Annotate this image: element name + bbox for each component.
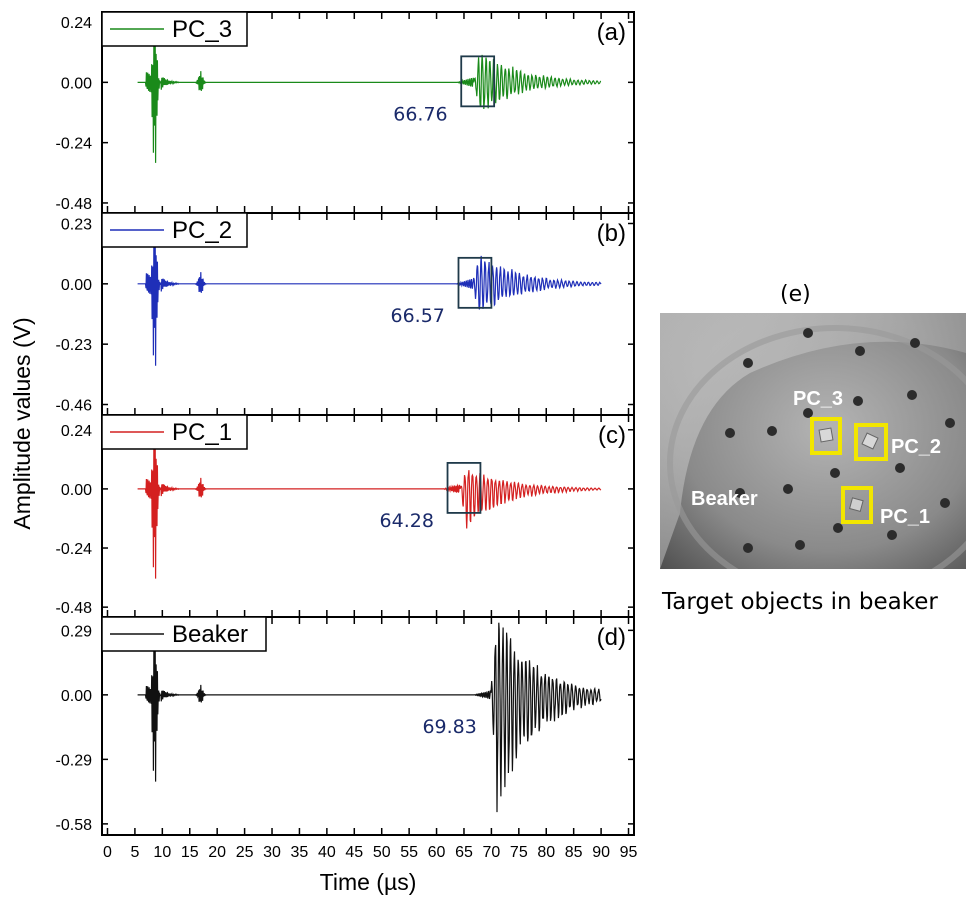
panel-label: (d) — [597, 624, 626, 651]
y-tick-label: -0.46 — [56, 398, 93, 415]
y-tick-label: -0.24 — [56, 541, 93, 558]
bottom-hole — [725, 428, 735, 438]
x-tick-label: 80 — [537, 844, 555, 861]
x-tick-label: 45 — [345, 844, 363, 861]
x-axis-title: Time (µs) — [320, 869, 417, 895]
y-tick-label: -0.48 — [56, 196, 93, 213]
pc3-photo-label: PC_3 — [793, 388, 843, 410]
bottom-hole — [940, 498, 950, 508]
panel-label: (a) — [597, 19, 626, 46]
chart-panel-4: 0.29 0.00 -0.29 -0.58 Beaker (d) 69.83 — [56, 616, 635, 836]
x-tick-label: 95 — [620, 844, 638, 861]
bottom-hole — [783, 484, 793, 494]
bottom-hole — [910, 338, 920, 348]
x-tick-label: 5 — [130, 844, 139, 861]
x-tick-label: 0 — [103, 844, 112, 861]
x-tick-label: 35 — [291, 844, 309, 861]
x-tick-label: 90 — [592, 844, 610, 861]
legend-label: PC_3 — [172, 16, 232, 43]
y-tick-label: 0.24 — [61, 423, 92, 440]
x-tick-label: 65 — [455, 844, 473, 861]
x-tick-label: 20 — [208, 844, 226, 861]
y-tick-label: -0.29 — [56, 752, 93, 769]
pc2-highlight-box — [854, 423, 888, 461]
pc1-highlight-box — [841, 486, 873, 524]
legend-label: PC_1 — [172, 419, 232, 446]
x-tick-label: 30 — [263, 844, 281, 861]
beaker-bottom-holes — [725, 328, 955, 553]
onset-time-annotation: 66.57 — [390, 305, 444, 327]
waveform-chart-figure: 0.24 0.00 -0.24 -0.48 PC_3 (a) 66.76 0.23 0.00 -0… — [9, 11, 638, 895]
y-tick-label: 0.29 — [61, 623, 92, 640]
bottom-hole — [767, 426, 777, 436]
bottom-hole — [795, 540, 805, 550]
pc3-object — [818, 427, 834, 443]
y-tick-label: 0.00 — [61, 277, 92, 294]
x-tick-label: 50 — [373, 844, 391, 861]
bottom-hole — [743, 358, 753, 368]
pc2-object — [861, 432, 879, 450]
series-line-pc_3 — [137, 29, 602, 163]
bottom-hole — [855, 346, 865, 356]
onset-highlight-box — [457, 256, 493, 309]
bottom-hole — [743, 543, 753, 553]
plot-frame — [101, 616, 635, 836]
y-tick-label: 0.24 — [61, 15, 92, 32]
x-tick-label: 25 — [236, 844, 254, 861]
onset-highlight-box — [460, 55, 496, 108]
y-tick-label: -0.48 — [56, 600, 93, 617]
onset-time-annotation: 66.76 — [393, 103, 447, 125]
bottom-hole — [895, 463, 905, 473]
y-tick-label: -0.23 — [56, 337, 93, 354]
y-tick-label: 0.00 — [61, 75, 92, 92]
y-tick-label: 0.00 — [61, 688, 92, 705]
x-tick-label: 85 — [565, 844, 583, 861]
pc3-highlight-box — [810, 417, 842, 455]
pc1-photo-label: PC_1 — [880, 506, 930, 528]
pc2-photo-label: PC_2 — [891, 436, 941, 458]
bottom-hole — [853, 396, 863, 406]
chart-panel-3: 0.24 0.00 -0.24 -0.48 PC_1 (c) 64.28 — [56, 414, 635, 618]
y-tick-label: -0.24 — [56, 136, 93, 153]
bottom-hole — [830, 468, 840, 478]
y-tick-label: 0.23 — [61, 216, 92, 233]
legend-label: Beaker — [172, 621, 248, 648]
x-tick-label: 75 — [510, 844, 528, 861]
onset-time-annotation: 69.83 — [422, 716, 476, 738]
x-tick-label: 55 — [400, 844, 418, 861]
bottom-hole — [887, 530, 897, 540]
bottom-hole — [803, 328, 813, 338]
panel-label: (c) — [598, 422, 626, 449]
photo-caption: Target objects in beaker — [662, 589, 938, 615]
y-tick-label: -0.58 — [56, 817, 93, 834]
onset-time-annotation: 64.28 — [380, 510, 434, 532]
x-tick-label: 40 — [318, 844, 336, 861]
pc1-object — [849, 497, 864, 512]
x-tick-label: 70 — [483, 844, 501, 861]
legend-label: PC_2 — [172, 217, 232, 244]
series-line-pc_2 — [137, 231, 602, 366]
beaker-wall — [667, 325, 966, 569]
bottom-hole — [833, 523, 843, 533]
target-objects — [818, 427, 879, 512]
y-tick-label: 0.00 — [61, 482, 92, 499]
beaker-rim — [660, 313, 966, 569]
y-axis-title: Amplitude values (V) — [9, 317, 35, 529]
beaker-photo-label: Beaker — [691, 488, 758, 510]
chart-panel-1: 0.24 0.00 -0.24 -0.48 PC_3 (a) 66.76 — [56, 11, 635, 214]
series-line-pc_1 — [137, 432, 602, 579]
bottom-hole — [803, 408, 813, 418]
bottom-hole — [907, 390, 917, 400]
x-tick-label: 10 — [153, 844, 171, 861]
panel-e-label: (e) — [780, 282, 811, 307]
bottom-hole — [945, 418, 955, 428]
chart-panel-2: 0.23 0.00 -0.23 -0.46 PC_2 (b) 66.57 — [56, 212, 635, 416]
series-line-beaker — [137, 622, 602, 813]
panel-label: (b) — [597, 220, 626, 247]
bottom-hole — [735, 488, 745, 498]
onset-highlight-box — [446, 462, 482, 514]
x-tick-label: 60 — [428, 844, 446, 861]
x-tick-label: 15 — [181, 844, 199, 861]
beaker-photo: PC_3 PC_2 PC_1 Beaker — [660, 313, 966, 569]
